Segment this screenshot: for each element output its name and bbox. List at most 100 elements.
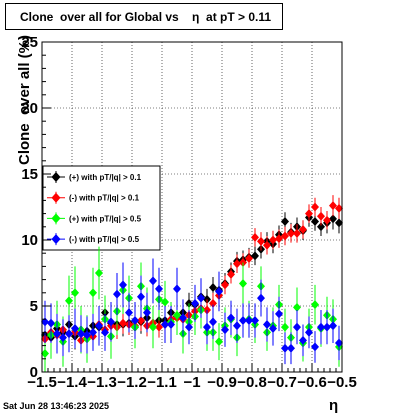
data-point	[293, 302, 301, 312]
data-point	[59, 333, 67, 343]
series-2	[41, 195, 343, 355]
data-point	[323, 215, 331, 225]
data-point	[173, 310, 181, 320]
legend-marker	[51, 192, 61, 203]
y-tick-label: 15	[21, 166, 38, 183]
data-point	[311, 217, 319, 227]
x-tick-label: −0.5	[327, 374, 357, 391]
data-point	[215, 286, 223, 296]
data-point	[317, 222, 325, 232]
data-point	[209, 283, 217, 293]
data-point	[317, 211, 325, 221]
data-point	[215, 337, 223, 347]
data-point	[95, 321, 103, 331]
data-point	[329, 321, 337, 331]
data-point	[197, 293, 205, 303]
axis-ticks: −1.5 −1.4 −1.3 −1.2 −1.1 −1 −0.9 −0.8 −0.7 −0.6 −0…	[21, 34, 357, 391]
data-point	[275, 309, 283, 319]
x-axis-label: η	[329, 397, 339, 414]
data-point	[305, 327, 313, 337]
data-series	[41, 195, 343, 372]
data-point	[173, 284, 181, 294]
y-tick-label: 5	[30, 298, 38, 315]
data-point	[287, 228, 295, 238]
data-point	[257, 293, 265, 303]
data-point	[227, 269, 235, 279]
data-point	[209, 317, 217, 327]
data-point	[95, 268, 103, 278]
data-point	[119, 318, 127, 328]
legend-label: (-) with pT/|q| > 0.1	[69, 194, 140, 203]
data-point	[251, 251, 259, 261]
data-point	[275, 234, 283, 244]
legend-marker	[51, 172, 61, 182]
data-point	[263, 319, 271, 329]
data-point	[155, 322, 163, 332]
data-point	[101, 327, 109, 337]
data-point	[281, 343, 289, 353]
data-point	[137, 292, 145, 302]
data-point	[269, 323, 277, 333]
data-point	[167, 319, 175, 329]
legend-marker	[51, 234, 61, 245]
y-axis-label: Clone over all (%)	[16, 34, 33, 166]
data-point	[335, 338, 343, 348]
data-point	[281, 322, 289, 332]
chart-title: Clone over all for Global vs η at pT > 0…	[5, 3, 283, 30]
data-point	[299, 335, 307, 345]
data-point	[125, 308, 133, 318]
data-point	[83, 330, 91, 340]
data-point	[143, 308, 151, 318]
data-point	[65, 329, 73, 339]
x-tick-label: −0.6	[297, 374, 327, 391]
data-point	[149, 322, 157, 332]
data-point	[269, 235, 277, 245]
data-point	[119, 280, 127, 290]
x-tick-label: −0.7	[267, 374, 297, 391]
data-point	[89, 288, 97, 298]
data-point	[239, 279, 247, 289]
y-tick-label: 25	[21, 34, 38, 51]
y-tick-label: 0	[30, 364, 38, 381]
data-point	[263, 240, 271, 250]
data-point	[137, 316, 145, 326]
data-point	[311, 300, 319, 310]
data-point	[239, 316, 247, 326]
legend-label: (-) with pT/|q| > 0.5	[69, 235, 140, 244]
data-point	[131, 316, 139, 326]
data-point	[149, 276, 157, 286]
data-point	[233, 321, 241, 331]
legend: (+) with pT/|q| > 0.1 (-) with pT/|q| > 0…	[42, 165, 161, 251]
timestamp: Sat Jun 28 13:46:23 2025	[3, 401, 110, 411]
data-point	[221, 280, 229, 290]
data-point	[245, 253, 253, 263]
data-point	[221, 325, 229, 335]
data-point	[113, 289, 121, 299]
x-tick-label: −1.3	[87, 374, 117, 391]
data-point	[335, 218, 343, 228]
data-point	[53, 329, 61, 339]
data-point	[89, 327, 97, 337]
data-point	[245, 316, 253, 326]
data-point	[293, 322, 301, 332]
x-tick-label: −0.8	[237, 374, 267, 391]
data-point	[281, 231, 289, 241]
data-point	[257, 236, 265, 246]
x-tick-label: −1.1	[147, 374, 177, 391]
legend-marker	[51, 213, 61, 224]
data-point	[185, 322, 193, 332]
legend-label: (+) with pT/|q| > 0.5	[69, 214, 142, 223]
x-tick-label: −1.5	[27, 374, 57, 391]
x-tick-label: −1.2	[117, 374, 147, 391]
data-point	[47, 318, 55, 328]
data-point	[287, 343, 295, 353]
data-point	[323, 322, 331, 332]
x-tick-label: −1	[183, 374, 200, 391]
data-point	[71, 288, 79, 298]
data-point	[317, 322, 325, 332]
data-point	[65, 296, 73, 306]
data-point	[179, 313, 187, 323]
data-point	[107, 317, 115, 327]
data-point	[41, 349, 49, 359]
x-tick-label: −1.4	[57, 374, 87, 391]
